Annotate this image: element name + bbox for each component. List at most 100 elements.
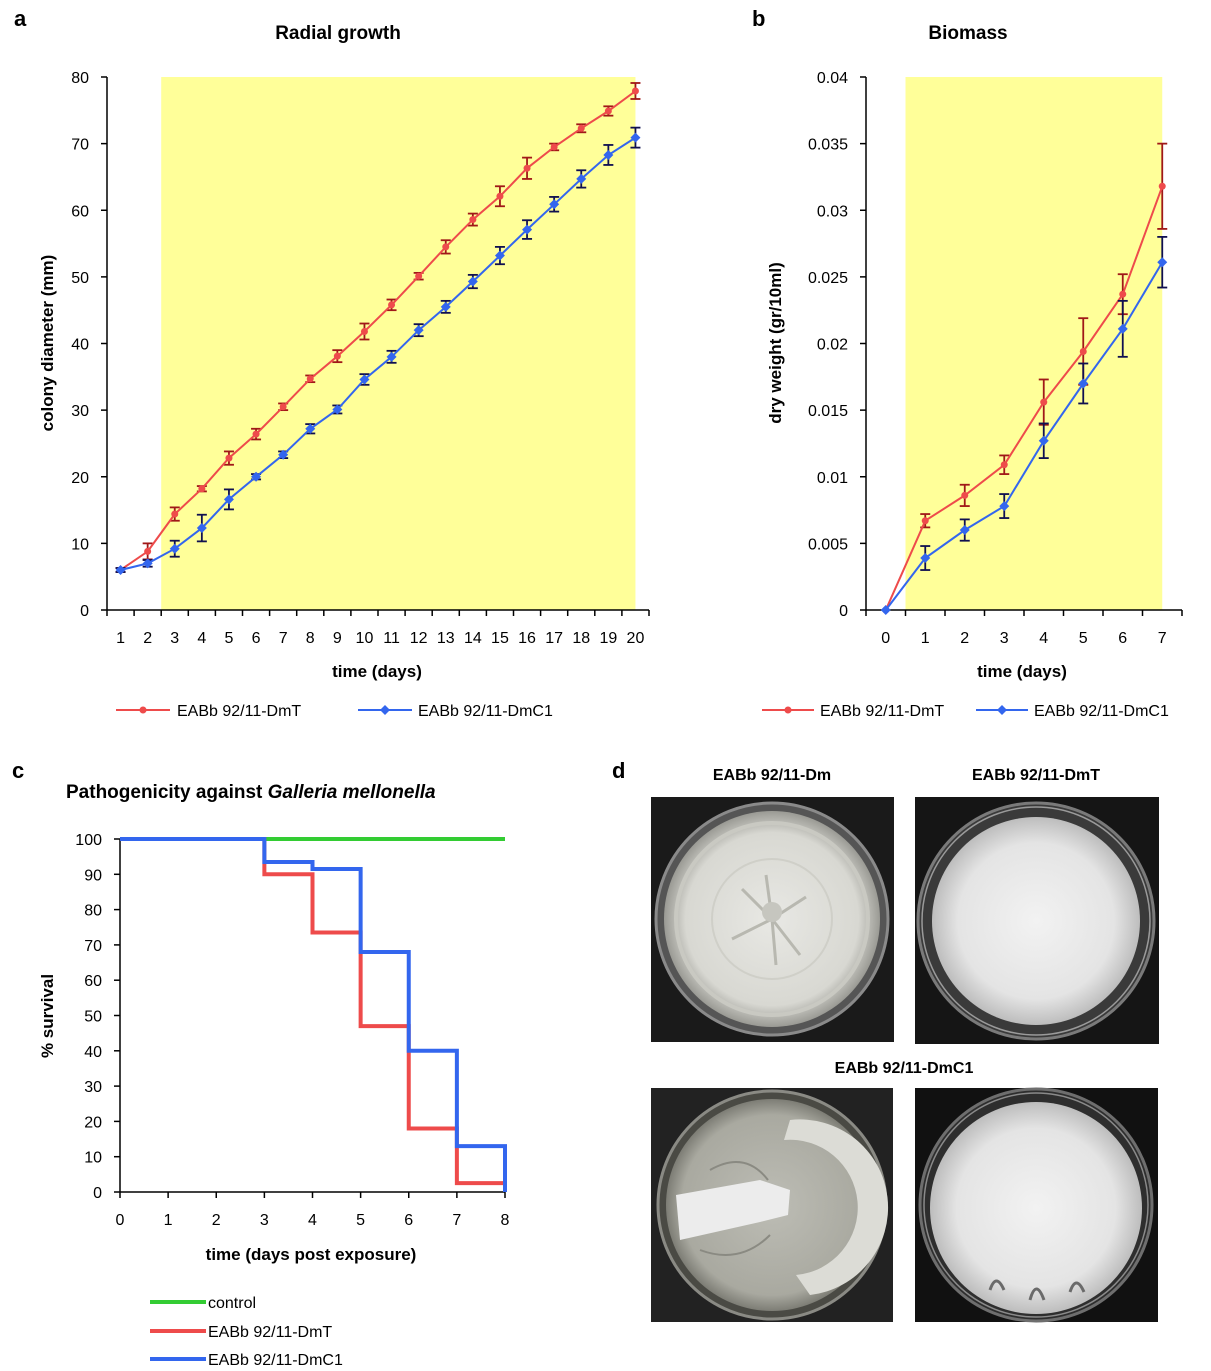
x-tick-label: 7: [452, 1212, 461, 1229]
x-axis-label: time (days): [977, 662, 1067, 681]
y-tick-label: 20: [71, 470, 89, 487]
data-point: [630, 132, 641, 143]
chart-title-species: Galleria mellonella: [268, 782, 436, 803]
data-point: [920, 553, 931, 564]
series-dmt: [882, 142, 1168, 614]
photo-dmt-plate: [915, 797, 1159, 1044]
data-point: [1157, 257, 1168, 268]
x-tick-label: 2: [143, 630, 152, 647]
highlight-band: [161, 77, 636, 610]
y-tick-label: 0.035: [808, 137, 848, 154]
photo-label-dmt: EABb 92/11-DmT: [972, 767, 1100, 784]
y-tick-label: 10: [84, 1150, 102, 1167]
x-tick-label: 4: [1039, 630, 1048, 647]
legend: EABb 92/11-DmT EABb 92/11-DmC1: [116, 703, 553, 720]
data-point: [631, 87, 639, 95]
data-point: [1079, 347, 1087, 355]
data-point: [1117, 323, 1128, 334]
x-tick-label: 1: [921, 630, 930, 647]
chart-title-plain: Pathogenicity against: [66, 782, 268, 803]
y-tick-label: 0.01: [817, 470, 848, 487]
data-point: [306, 375, 314, 383]
legend-label-dmt: EABb 92/11-DmT: [208, 1324, 332, 1341]
data-point: [196, 523, 207, 534]
x-tick-label: 7: [1158, 630, 1167, 647]
data-point: [550, 143, 558, 151]
data-point: [223, 494, 234, 505]
y-tick-label: 80: [71, 70, 89, 87]
chart-title: Radial growth: [275, 23, 401, 44]
data-point: [279, 403, 287, 411]
highlight-band: [905, 77, 1163, 610]
photo-dmc1-plate-right: [915, 1087, 1158, 1323]
data-point: [523, 164, 531, 172]
y-tick-label: 0: [839, 603, 848, 620]
data-point: [1000, 461, 1008, 469]
x-tick-label: 5: [1079, 630, 1088, 647]
x-tick-label: 2: [212, 1212, 221, 1229]
y-tick-label: 60: [84, 973, 102, 990]
data-point: [198, 485, 206, 493]
photo-dmc1-plate-left: [651, 1088, 893, 1322]
data-point: [388, 301, 396, 309]
x-tick-label: 12: [410, 630, 428, 647]
data-point: [577, 124, 585, 132]
panel-letter-a: a: [14, 6, 27, 31]
x-tick-label: 5: [356, 1212, 365, 1229]
legend-marker-dmt: [139, 706, 147, 714]
photo-label-dmc1: EABb 92/11-DmC1: [835, 1060, 974, 1077]
data-point: [1040, 398, 1048, 406]
y-tick-label: 0.015: [808, 403, 848, 420]
data-point: [603, 149, 614, 160]
x-tick-label: 6: [404, 1212, 413, 1229]
data-point: [415, 272, 423, 280]
data-point: [142, 558, 153, 569]
y-tick-label: 0.025: [808, 270, 848, 287]
y-axis-label: dry weight (gr/10ml): [766, 262, 785, 424]
chart-pathogenicity: Pathogenicity against Galleria mellonell…: [38, 782, 510, 1369]
data-point: [999, 501, 1010, 512]
data-point: [469, 216, 477, 224]
series-line: [885, 261, 1164, 611]
x-tick-label: 0: [116, 1212, 125, 1229]
data-point: [278, 449, 289, 460]
x-tick-label: 15: [491, 630, 509, 647]
x-tick-label: 13: [437, 630, 455, 647]
data-point: [467, 276, 478, 287]
data-point: [522, 224, 533, 235]
data-point: [333, 352, 341, 360]
data-point: [440, 301, 451, 312]
x-axis-label: time (days): [332, 662, 422, 681]
legend: EABb 92/11-DmT EABb 92/11-DmC1: [762, 703, 1169, 720]
data-point: [305, 423, 316, 434]
x-tick-label: 8: [306, 630, 315, 647]
data-point: [332, 404, 343, 415]
legend-marker-dmc1: [380, 705, 390, 715]
data-point: [115, 565, 126, 576]
y-tick-label: 0.04: [817, 70, 848, 87]
data-point: [1078, 378, 1089, 389]
data-point: [549, 199, 560, 210]
series-dmt: [115, 82, 641, 574]
x-tick-label: 2: [960, 630, 969, 647]
legend-label-dmc1: EABb 92/11-DmC1: [1034, 703, 1169, 720]
y-axis-label: % survival: [38, 974, 57, 1058]
data-point: [360, 328, 368, 336]
x-tick-label: 17: [545, 630, 563, 647]
legend-marker-dmc1: [997, 705, 1007, 715]
y-tick-label: 60: [71, 203, 89, 220]
y-tick-label: 30: [71, 403, 89, 420]
legend-label-dmt: EABb 92/11-DmT: [177, 703, 301, 720]
chart-title: Biomass: [928, 23, 1007, 44]
x-axis-label: time (days post exposure): [206, 1245, 417, 1264]
data-point: [251, 471, 262, 482]
data-point: [169, 543, 180, 554]
x-tick-label: 6: [252, 630, 261, 647]
series-line-dmt: [120, 837, 507, 1192]
series-line-dmc1: [120, 837, 507, 1192]
series-line: [120, 136, 637, 571]
series-line: [884, 185, 1164, 611]
x-tick-label: 20: [627, 630, 645, 647]
y-tick-label: 90: [84, 867, 102, 884]
